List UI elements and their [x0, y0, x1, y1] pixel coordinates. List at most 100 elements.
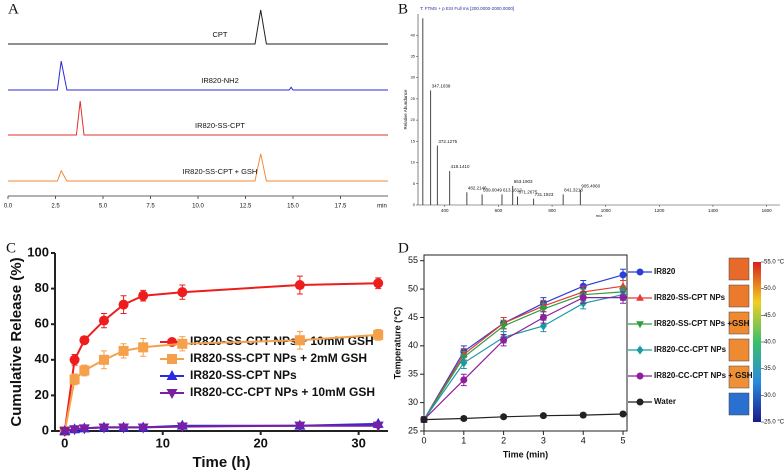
marker [69, 354, 80, 365]
panel-label: D [398, 240, 409, 256]
marker [176, 422, 188, 433]
panel-label: B [398, 1, 408, 17]
marker [539, 321, 547, 331]
marker [79, 365, 90, 376]
x-tick-label: 1000 [601, 208, 612, 213]
colorbar-tick-label: 30.0 [764, 393, 776, 399]
y-axis-label: Cumulative Release (%) [8, 257, 25, 426]
y-tick-label: 30 [408, 397, 418, 407]
x-tick-label: 5 [621, 435, 626, 445]
y-tick-label: 80 [35, 280, 49, 295]
x-axis-label: Time (min) [503, 449, 548, 459]
marker [166, 370, 178, 380]
marker [118, 299, 129, 310]
y-tick-label: 40 [411, 32, 416, 37]
marker [294, 280, 305, 291]
trace-label: IR820-SS-CPT + GSH [183, 167, 258, 176]
marker [500, 336, 508, 344]
marker [373, 278, 384, 289]
y-tick-label: 40 [408, 340, 418, 350]
series-line [423, 294, 624, 420]
x-tick-label: 20 [253, 435, 267, 450]
peak-label: 653.1903 [514, 179, 533, 184]
peak-label: 418.1410 [451, 164, 470, 169]
marker [118, 345, 129, 356]
y-tick-label: 25 [408, 425, 418, 435]
x-tick-label: 1200 [654, 208, 665, 213]
panel-label: C [6, 240, 16, 256]
x-tick-label: 10.0 [192, 204, 204, 210]
y-tick-label: 20 [35, 387, 49, 402]
marker [166, 389, 178, 399]
peak-label: 482.2146 [468, 185, 487, 190]
marker [619, 410, 627, 418]
colorbar-tick-label: 35.0 [764, 366, 776, 372]
x-tick-label: 1 [461, 435, 466, 445]
colorbar [753, 262, 761, 422]
marker [98, 315, 109, 326]
marker [372, 421, 384, 432]
legend-label: IR820-CC-CPT NPs [654, 345, 727, 354]
marker [636, 372, 644, 380]
peak-label: 731.1923 [535, 192, 554, 197]
trace-label: IR820-NH2 [201, 76, 239, 85]
x-axis-label: Time (h) [192, 454, 250, 471]
marker [636, 268, 644, 276]
x-axis-label: m/z [596, 213, 602, 218]
marker [98, 423, 110, 434]
series-line [423, 285, 624, 420]
marker [98, 354, 109, 365]
y-tick-label: 0 [42, 422, 49, 437]
marker [373, 329, 384, 340]
colorbar-tick-label: 45.0 [764, 313, 776, 319]
marker [636, 321, 644, 329]
x-tick-label: 12.5 [240, 204, 252, 210]
marker [138, 342, 149, 353]
y-tick-label: 40 [35, 351, 49, 366]
x-tick-label: 1600 [762, 208, 773, 213]
marker [460, 358, 468, 368]
y-tick-label: 60 [35, 316, 49, 331]
series-line [63, 333, 379, 432]
marker [636, 345, 644, 355]
y-tick-label: 30 [411, 75, 416, 80]
x-tick-label: 5.0 [99, 204, 108, 210]
y-axis-label: Temperature (°C) [392, 307, 402, 379]
y-tick-label: 100 [27, 244, 49, 259]
marker [619, 282, 627, 290]
y-axis-label: Relative Abundance [403, 89, 408, 130]
x-tick-label: 4 [581, 435, 586, 445]
legend-label: IR820-SS-CPT NPs [654, 293, 726, 302]
series-line [423, 297, 623, 421]
legend-label: IR820 [654, 267, 676, 276]
peak-label: 905.4060 [581, 183, 600, 188]
colorbar-tick-label: 25.0 °C [764, 420, 784, 426]
x-tick-label: 17.5 [335, 204, 347, 210]
marker [69, 425, 81, 436]
y-tick-label: 35 [411, 54, 416, 59]
marker [78, 424, 90, 435]
y-tick-label: 15 [411, 138, 416, 143]
peak-label: 671.2675 [519, 190, 538, 195]
trace [8, 9, 388, 45]
series-line [423, 291, 624, 420]
legend-label: IR820-SS-CPT NPs +GSH [654, 319, 750, 328]
chart-title: T: FTMS + p ESI Full ms [200.0000-2000.0… [420, 6, 514, 11]
marker [619, 271, 627, 279]
marker [137, 423, 149, 434]
x-tick-label: 2.5 [51, 204, 60, 210]
marker [579, 411, 587, 419]
marker [59, 427, 71, 437]
y-tick-label: 25 [411, 96, 416, 101]
marker [500, 413, 508, 421]
marker [177, 287, 188, 298]
panel-label: A [8, 1, 19, 17]
x-tick-label: 2 [501, 435, 506, 445]
marker [619, 294, 627, 302]
y-tick-label: 10 [411, 160, 416, 165]
colorbar-tick-label: 40.0 [764, 340, 776, 346]
colorbar-tick-label: 50.0 [764, 286, 776, 292]
y-tick-label: 5 [413, 181, 416, 186]
x-axis-label: min [377, 204, 387, 210]
